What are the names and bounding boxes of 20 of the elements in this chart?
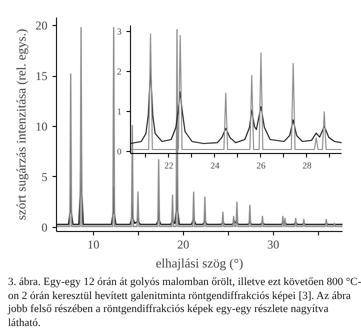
text: 3. ábra. Egy-egy 12 órán át golyós malomban őrölt, illetve ezt követően 800 °C-on 2 órán keresztül hevített galenitminta röntgendiffrakciós képei [3]. Az ábra jobb felső részében a röntgendiffrakciós képek egy-egy részlete nagyítva látható. [8, 276, 361, 330]
line-series [56, 26, 342, 228]
y-tick-label: 15 [36, 69, 48, 84]
x-axis-title: elhajlási szög (°) [156, 256, 244, 270]
x-tick-label: 22 [164, 160, 174, 170]
y-tick-label: 0 [117, 146, 122, 156]
x-tick-label: 28 [302, 160, 312, 170]
x-tick-label: 20 [177, 238, 190, 252]
y-tick-label: 10 [36, 120, 48, 134]
y-tick-label: 1 [117, 106, 122, 116]
y-tick-label: 0 [42, 220, 48, 234]
x-tick-label: 10 [87, 238, 100, 252]
y-tick-label: 2 [117, 66, 122, 76]
y-tick-label: 20 [36, 18, 48, 33]
x-tick-label: 24 [210, 160, 220, 170]
y-tick-label: 3 [117, 26, 122, 36]
x-tick-label: 26 [256, 160, 266, 170]
y-tick-label: 5 [42, 170, 48, 184]
y-axis-title: szórt sugárzás intenzitása (rel. egys.) [14, 28, 28, 220]
x-tick-label: 30 [267, 238, 280, 252]
